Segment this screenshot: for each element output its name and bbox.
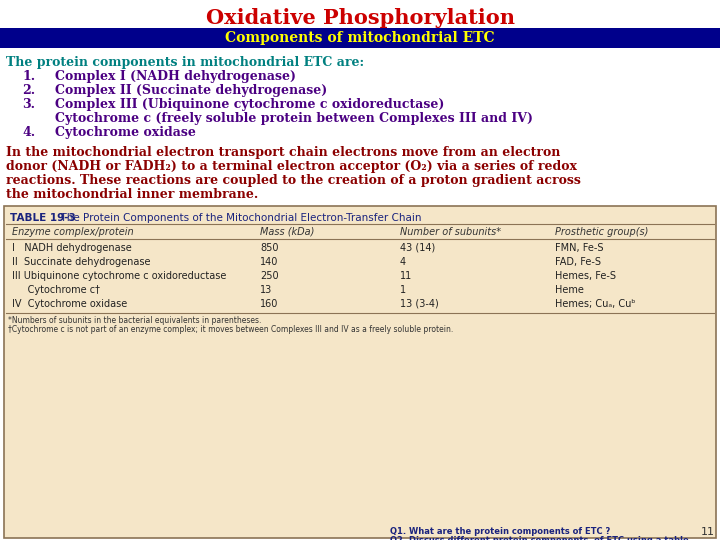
Text: Mass (kDa): Mass (kDa) [260,227,315,237]
Text: Hemes; Cuₐ, Cuᵇ: Hemes; Cuₐ, Cuᵇ [555,299,636,309]
Text: Hemes, Fe-S: Hemes, Fe-S [555,271,616,281]
Text: 850: 850 [260,243,279,253]
Text: TABLE 19-3: TABLE 19-3 [10,213,76,223]
Text: Components of mitochondrial ETC: Components of mitochondrial ETC [225,31,495,45]
Text: Cytochrome c (freely soluble protein between Complexes III and IV): Cytochrome c (freely soluble protein bet… [55,112,533,125]
Text: 2.: 2. [22,84,35,97]
Text: 1.: 1. [22,70,35,83]
Text: Complex I (NADH dehydrogenase): Complex I (NADH dehydrogenase) [55,70,296,83]
Text: Prosthetic group(s): Prosthetic group(s) [555,227,649,237]
Text: I   NADH dehydrogenase: I NADH dehydrogenase [12,243,132,253]
Text: III Ubiquinone cytochrome c oxidoreductase: III Ubiquinone cytochrome c oxidoreducta… [12,271,226,281]
Text: 11: 11 [400,271,413,281]
Text: Cytochrome oxidase: Cytochrome oxidase [55,126,196,139]
Text: 13: 13 [260,285,272,295]
Text: Cytochrome c†: Cytochrome c† [12,285,100,295]
Text: Complex II (Succinate dehydrogenase): Complex II (Succinate dehydrogenase) [55,84,328,97]
Text: FMN, Fe-S: FMN, Fe-S [555,243,603,253]
Text: Heme: Heme [555,285,584,295]
Text: In the mitochondrial electron transport chain electrons move from an electron: In the mitochondrial electron transport … [6,146,560,159]
Text: 11: 11 [701,527,715,537]
Text: 250: 250 [260,271,279,281]
Text: reactions. These reactions are coupled to the creation of a proton gradient acro: reactions. These reactions are coupled t… [6,174,581,187]
Text: 4.: 4. [22,126,35,139]
Text: 4: 4 [400,257,406,267]
Text: Enzyme complex/protein: Enzyme complex/protein [12,227,134,237]
FancyBboxPatch shape [4,206,716,538]
Text: donor (NADH or FADH₂) to a terminal electron acceptor (O₂) via a series of redox: donor (NADH or FADH₂) to a terminal elec… [6,160,577,173]
Text: FAD, Fe-S: FAD, Fe-S [555,257,601,267]
Text: II  Succinate dehydrogenase: II Succinate dehydrogenase [12,257,150,267]
Text: 13 (3-4): 13 (3-4) [400,299,438,309]
Text: 3.: 3. [22,98,35,111]
Text: Number of subunits*: Number of subunits* [400,227,501,237]
Text: Q2. Discuss different protein components  of ETC using a table.: Q2. Discuss different protein components… [390,536,692,540]
Text: IV  Cytochrome oxidase: IV Cytochrome oxidase [12,299,127,309]
Text: 1: 1 [400,285,406,295]
Text: Oxidative Phosphorylation: Oxidative Phosphorylation [205,8,515,28]
Text: Q1. What are the protein components of ETC ?: Q1. What are the protein components of E… [390,527,611,536]
FancyBboxPatch shape [0,28,720,48]
Text: The Protein Components of the Mitochondrial Electron-Transfer Chain: The Protein Components of the Mitochondr… [54,213,421,223]
Text: 140: 140 [260,257,279,267]
Text: †Cytochrome c is not part of an enzyme complex; it moves between Complexes III a: †Cytochrome c is not part of an enzyme c… [8,325,454,334]
Text: Complex III (Ubiquinone cytochrome c oxidoreductase): Complex III (Ubiquinone cytochrome c oxi… [55,98,444,111]
Text: The protein components in mitochondrial ETC are:: The protein components in mitochondrial … [6,56,364,69]
Text: the mitochondrial inner membrane.: the mitochondrial inner membrane. [6,188,258,201]
Text: 160: 160 [260,299,279,309]
Text: *Numbers of subunits in the bacterial equivalents in parentheses.: *Numbers of subunits in the bacterial eq… [8,316,261,325]
Text: 43 (14): 43 (14) [400,243,436,253]
